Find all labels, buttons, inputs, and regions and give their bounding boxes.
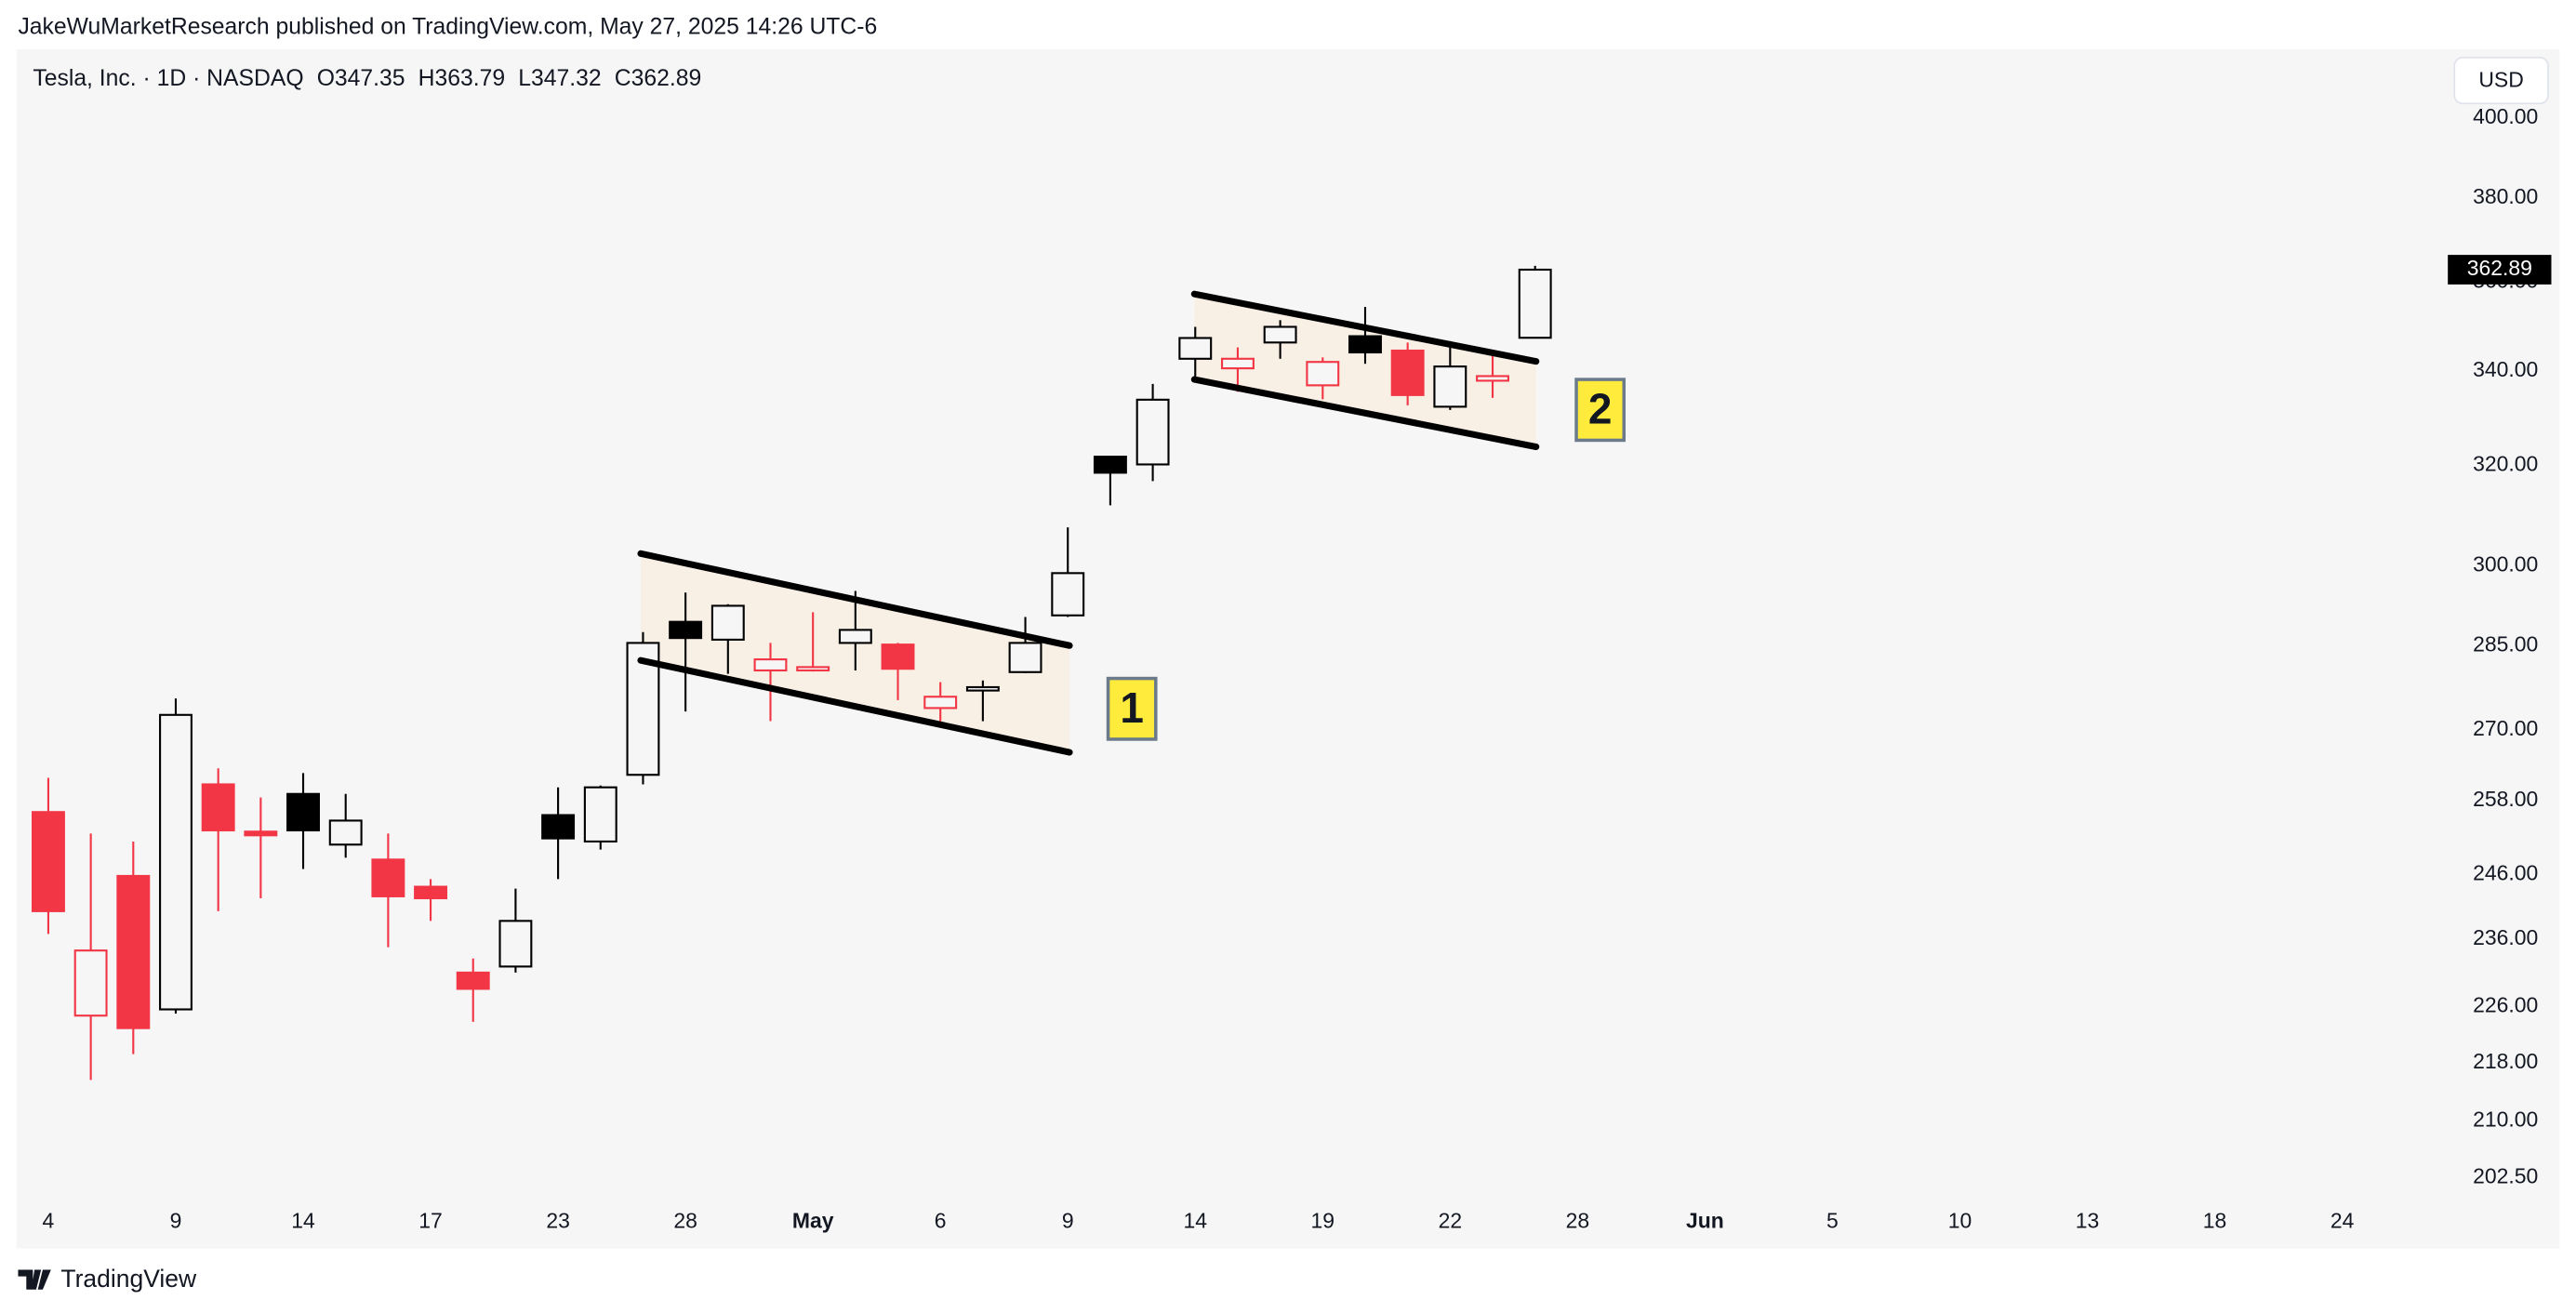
- logo-mark: [18, 1269, 51, 1290]
- candle-body: [201, 783, 235, 832]
- x-tick-label: 14: [1184, 1208, 1208, 1232]
- symbol-title: Tesla, Inc. · 1D · NASDAQ: [33, 65, 303, 90]
- chart-panel: [16, 48, 2560, 1249]
- annotation-box: [1106, 676, 1158, 741]
- candle-body: [286, 792, 320, 832]
- y-tick-label: 236.00: [2473, 925, 2538, 949]
- ohlc-key: L: [518, 65, 531, 90]
- logo-text: TradingView: [60, 1265, 197, 1293]
- y-tick-label: 226.00: [2473, 993, 2538, 1017]
- y-tick-label: 202.50: [2473, 1163, 2538, 1187]
- y-tick-label: 380.00: [2473, 184, 2538, 208]
- ohlc-value: 347.32: [531, 65, 602, 90]
- candle-body: [1263, 325, 1297, 344]
- annotation-label: 1: [1120, 683, 1144, 732]
- x-tick-label: 23: [546, 1208, 570, 1232]
- x-tick-label: Jun: [1686, 1208, 1724, 1232]
- x-tick-label: 28: [673, 1208, 697, 1232]
- candle-body: [541, 814, 576, 840]
- x-tick-label: 17: [418, 1208, 443, 1232]
- x-tick-label: 5: [1826, 1208, 1839, 1232]
- x-tick-label: 14: [291, 1208, 315, 1232]
- x-tick-label: 24: [2330, 1208, 2355, 1232]
- y-tick-label: 218.00: [2473, 1049, 2538, 1073]
- y-tick-label: 320.00: [2473, 452, 2538, 476]
- x-tick-label: 9: [1062, 1208, 1074, 1232]
- candle-body: [796, 666, 830, 672]
- candle-body: [1518, 268, 1552, 339]
- candle-body: [923, 696, 958, 710]
- annotation-box: [1574, 378, 1627, 443]
- trend-line: [637, 656, 1073, 756]
- y-tick-label: 340.00: [2473, 357, 2538, 381]
- x-tick-label: 10: [1948, 1208, 1972, 1232]
- candle-body: [710, 604, 745, 641]
- y-tick-label: 300.00: [2473, 552, 2538, 577]
- y-tick-label: 270.00: [2473, 716, 2538, 740]
- last-price-label: 362.89: [2467, 256, 2532, 280]
- candle-body: [753, 658, 788, 672]
- x-tick-label: 9: [170, 1208, 182, 1232]
- candle-body: [328, 819, 363, 846]
- y-tick-label: 258.00: [2473, 787, 2538, 811]
- currency-label[interactable]: USD: [2478, 68, 2523, 92]
- logo: TradingView: [18, 1265, 197, 1293]
- candle-body: [31, 811, 65, 912]
- candle-body: [1433, 365, 1467, 408]
- candle-body: [456, 971, 490, 990]
- y-tick-label: 400.00: [2473, 104, 2538, 128]
- x-tick-label: 19: [1311, 1208, 1335, 1232]
- trend-line: [1190, 290, 1540, 365]
- candle-body: [1390, 349, 1425, 396]
- ohlc-key: O: [317, 65, 335, 90]
- candle-body: [244, 830, 278, 837]
- trend-line: [637, 550, 1073, 649]
- candle-body: [881, 643, 915, 670]
- trend-line: [1190, 376, 1540, 451]
- candle-body: [371, 858, 405, 897]
- candle-body: [1093, 456, 1127, 474]
- candle-body: [1220, 357, 1255, 370]
- candle-body: [73, 949, 108, 1017]
- x-tick-label: May: [792, 1208, 834, 1232]
- candle-body: [159, 713, 193, 1011]
- last-price-box: [2448, 255, 2552, 285]
- y-tick-label: 210.00: [2473, 1107, 2538, 1131]
- ohlc-value: 347.35: [335, 65, 405, 90]
- candle-body: [669, 620, 703, 640]
- candle-body: [1135, 398, 1170, 466]
- candle-body: [498, 920, 533, 968]
- plot-area: [31, 265, 1552, 1081]
- candle-body: [1051, 572, 1085, 617]
- x-tick-label: 22: [1439, 1208, 1463, 1232]
- y-tick-label: 246.00: [2473, 861, 2538, 885]
- candle-body: [965, 685, 1000, 692]
- x-tick-label: 28: [1566, 1208, 1590, 1232]
- ohlc-value: 363.79: [435, 65, 506, 90]
- x-tick-label: 13: [2076, 1208, 2100, 1232]
- candle-body: [1306, 361, 1340, 387]
- ohlc-key: H: [418, 65, 435, 90]
- candle-body: [116, 874, 151, 1029]
- y-tick-label: 285.00: [2473, 631, 2538, 656]
- candle-body: [1178, 337, 1213, 360]
- publisher-line: JakeWuMarketResearch published on Tradin…: [18, 15, 877, 40]
- ohlc-value: 362.89: [631, 65, 702, 90]
- candle-body: [583, 786, 617, 843]
- candle-body: [838, 629, 872, 644]
- candle-body: [1008, 642, 1042, 673]
- x-tick-label: 18: [2203, 1208, 2227, 1232]
- candle-body: [1476, 375, 1509, 382]
- ohlc-key: C: [615, 65, 631, 90]
- annotation-label: 2: [1588, 385, 1613, 433]
- currency-button[interactable]: [2453, 56, 2549, 105]
- legend: Tesla, Inc. · 1D · NASDAQ O347.35 H363.79 L…: [33, 65, 701, 90]
- x-tick-label: 4: [43, 1208, 55, 1232]
- candle-body: [414, 885, 448, 900]
- x-tick-label: 6: [935, 1208, 947, 1232]
- overlay: 1 2: [637, 290, 1627, 756]
- candle-body: [1348, 335, 1382, 354]
